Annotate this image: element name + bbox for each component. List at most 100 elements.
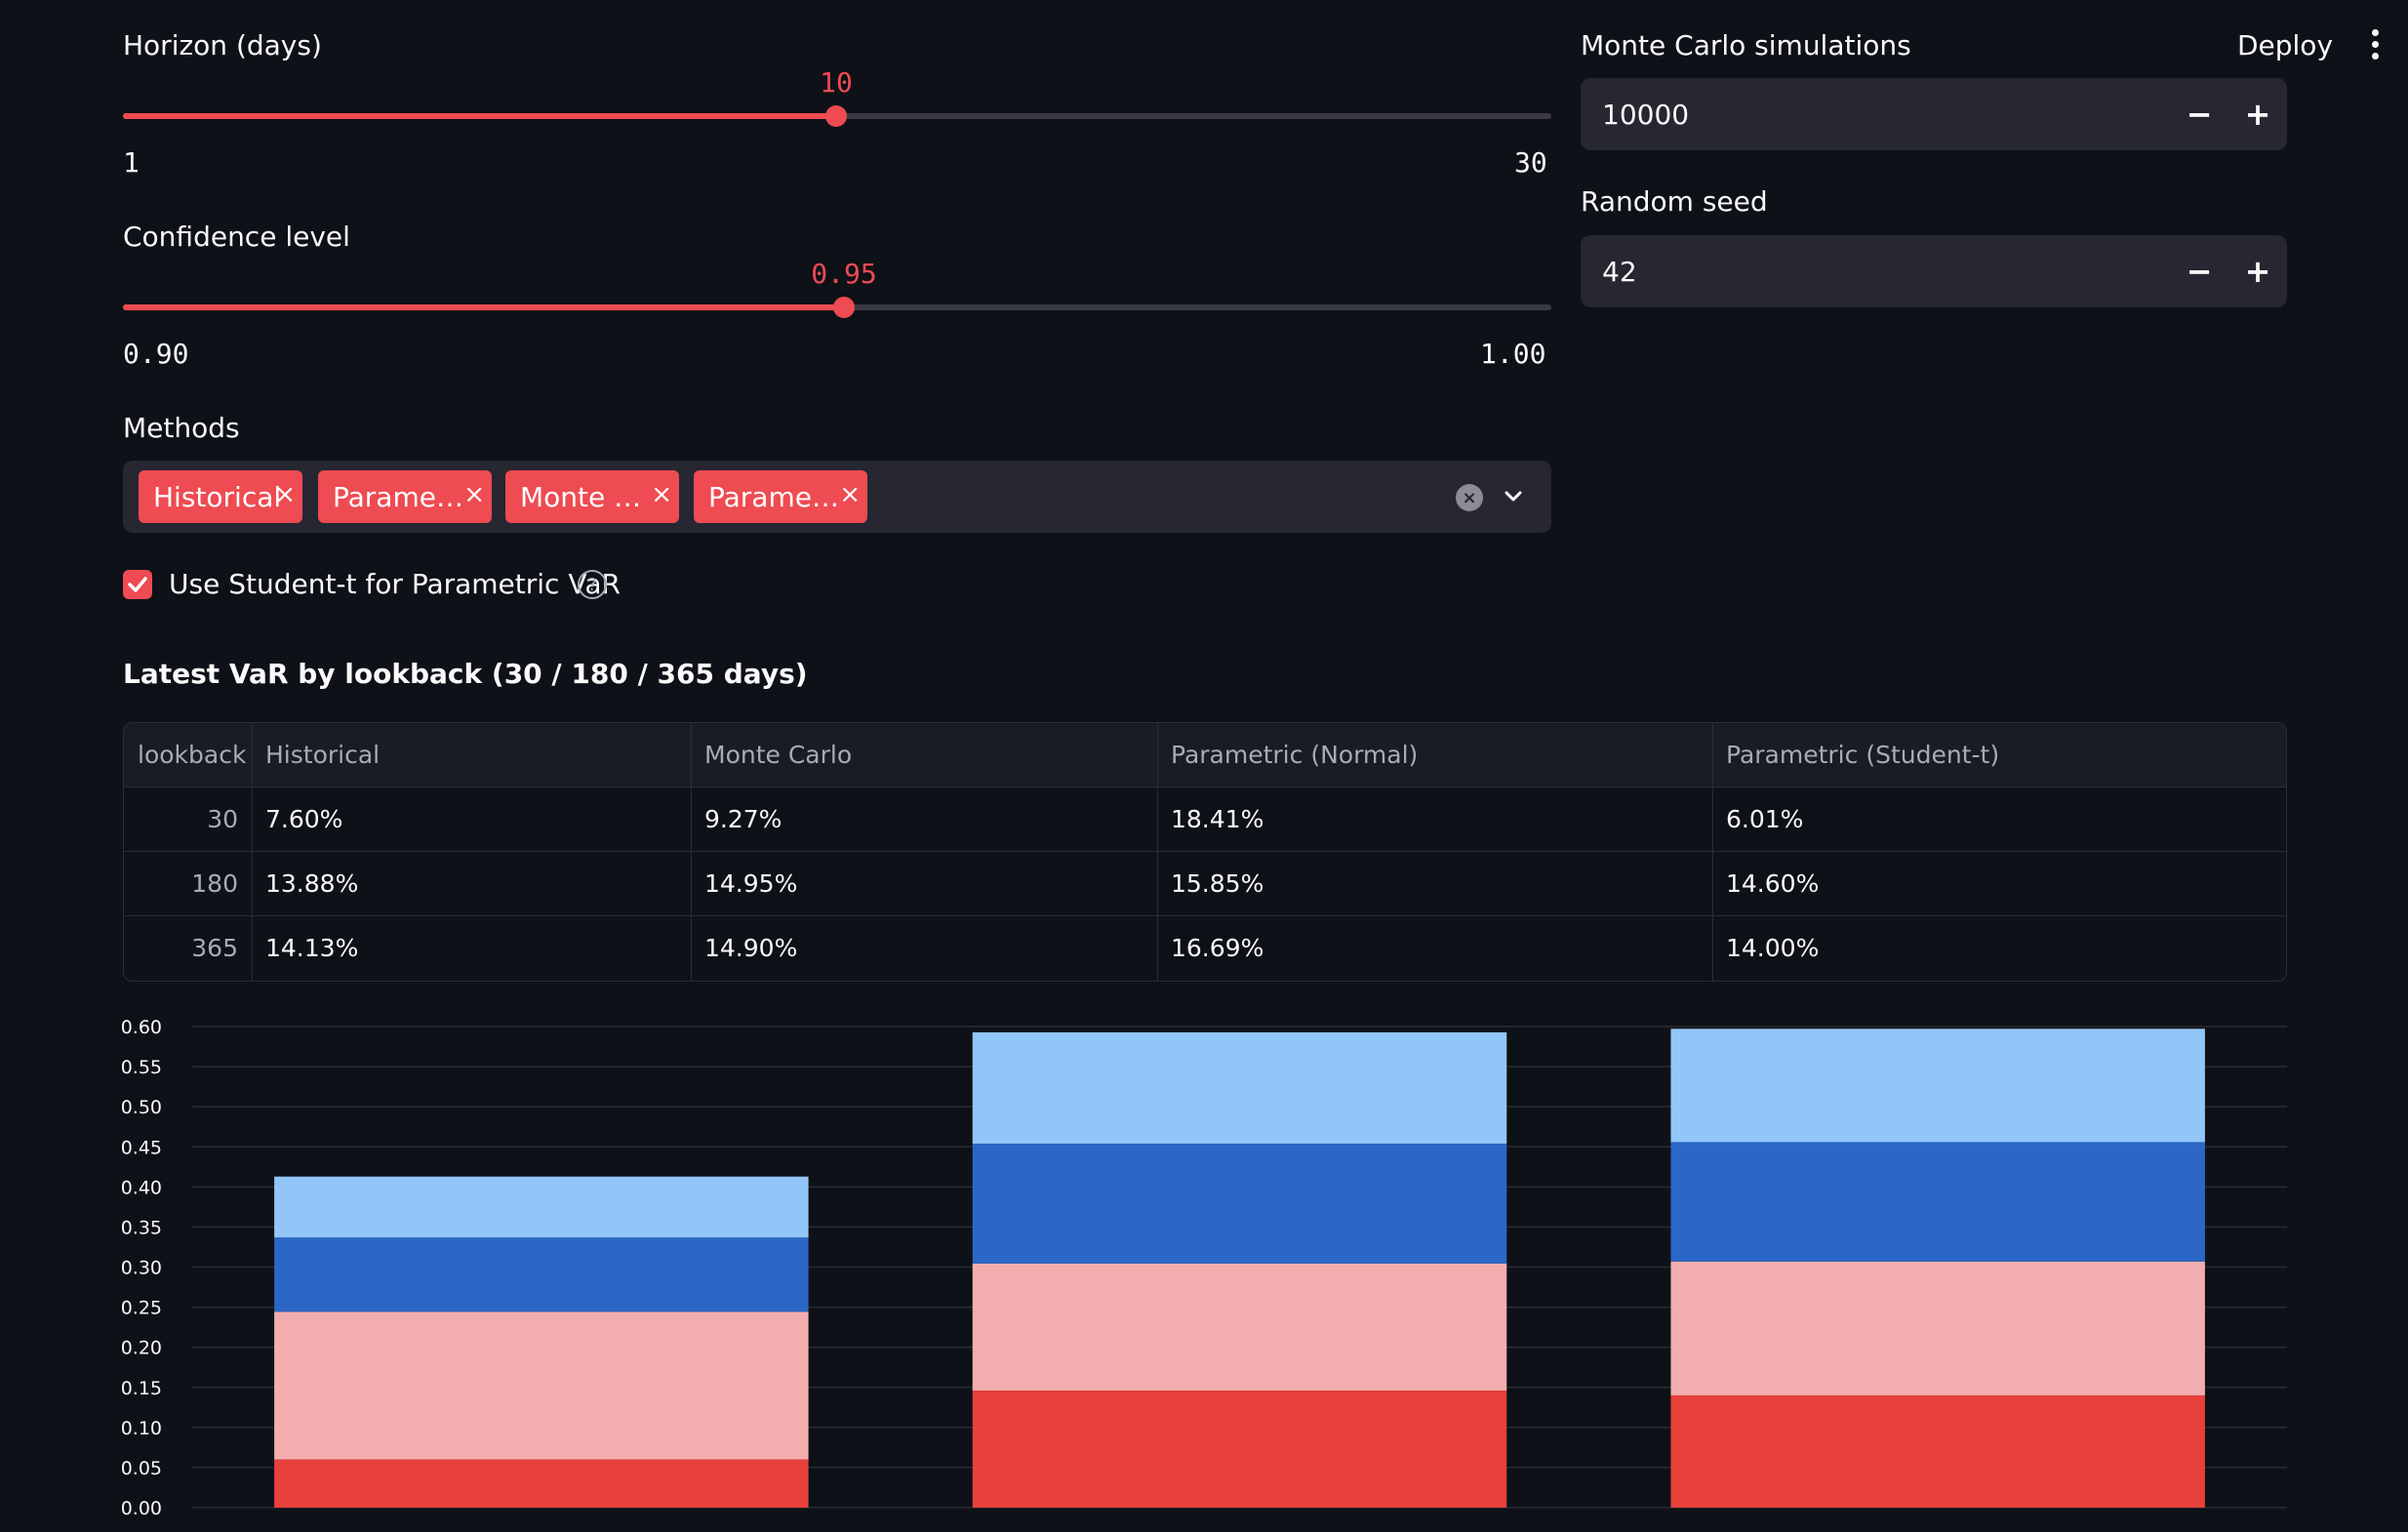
bar-segment[interactable] — [972, 1263, 1507, 1391]
column-divider — [691, 723, 692, 981]
method-chip-parametric-student-t[interactable]: Parame… × — [694, 470, 867, 523]
table-row: 30 7.60% 9.27% 18.41% 6.01% — [124, 787, 2286, 852]
bar-segment[interactable] — [274, 1311, 809, 1460]
deploy-button[interactable]: Deploy — [2236, 28, 2334, 61]
bar-segment[interactable] — [972, 1031, 1507, 1144]
method-chip-historical[interactable]: Historical × — [139, 470, 302, 523]
seed-number-input: 42 − + — [1581, 235, 2287, 307]
bar-segment[interactable] — [972, 1391, 1507, 1508]
horizon-label: Horizon (days) — [123, 29, 322, 61]
method-chip-monte-carlo[interactable]: Monte … × — [505, 470, 679, 523]
table-cell: 30 — [207, 805, 238, 833]
y-tick-label: 0.30 — [121, 1258, 162, 1279]
slider-fill — [123, 113, 836, 119]
table-cell[interactable]: 9.27% — [704, 805, 783, 833]
table-cell[interactable]: 7.60% — [265, 805, 343, 833]
table-title: Latest VaR by lookback (30 / 180 / 365 d… — [123, 658, 808, 690]
student-t-checkbox[interactable] — [123, 570, 152, 599]
chevron-down-icon[interactable] — [1499, 482, 1528, 511]
close-icon[interactable]: × — [274, 480, 296, 509]
simulations-label: Monte Carlo simulations — [1581, 29, 1911, 61]
y-tick-label: 0.00 — [121, 1498, 162, 1519]
y-tick-label: 0.40 — [121, 1177, 162, 1198]
y-tick-label: 0.10 — [121, 1418, 162, 1439]
seed-label: Random seed — [1581, 185, 1768, 218]
check-icon — [128, 577, 147, 592]
table-header: lookback Historical Monte Carlo Parametr… — [124, 723, 2286, 787]
simulations-increment-button[interactable]: + — [2244, 96, 2271, 133]
column-header[interactable]: Parametric (Normal) — [1171, 741, 1419, 769]
bar-segment[interactable] — [274, 1237, 809, 1312]
horizon-max: 30 — [1514, 146, 1547, 179]
method-chip-parametric-normal[interactable]: Parame… × — [318, 470, 492, 523]
column-header[interactable]: lookback — [138, 741, 247, 769]
y-tick-label: 0.15 — [121, 1378, 162, 1399]
column-divider — [252, 723, 253, 981]
column-header[interactable]: Monte Carlo — [704, 741, 853, 769]
y-tick-label: 0.60 — [121, 1017, 162, 1038]
chip-label: Parame… — [333, 480, 463, 513]
var-table: lookback Historical Monte Carlo Parametr… — [123, 722, 2287, 982]
horizon-min: 1 — [123, 146, 140, 179]
seed-increment-button[interactable]: + — [2244, 253, 2271, 290]
horizon-slider[interactable] — [123, 97, 1551, 136]
methods-label: Methods — [123, 412, 240, 444]
y-tick-label: 0.55 — [121, 1057, 162, 1078]
table-row: 180 13.88% 14.95% 15.85% 14.60% — [124, 852, 2286, 916]
y-tick-label: 0.45 — [121, 1137, 162, 1158]
seed-input[interactable]: 42 — [1602, 255, 1637, 288]
column-divider — [1157, 723, 1158, 981]
y-tick-label: 0.50 — [121, 1097, 162, 1118]
simulations-input[interactable]: 10000 — [1602, 98, 1690, 131]
horizon-value: 10 — [820, 66, 853, 99]
chip-label: Parame… — [708, 480, 839, 513]
column-header[interactable]: Historical — [265, 741, 381, 769]
help-icon[interactable]: ? — [578, 570, 607, 599]
methods-multiselect[interactable]: Historical × Parame… × Monte … × Parame…… — [123, 461, 1551, 533]
confidence-max: 1.00 — [1480, 338, 1546, 370]
simulations-number-input: 10000 − + — [1581, 78, 2287, 150]
table-cell[interactable]: 14.90% — [704, 934, 798, 962]
y-tick-label: 0.35 — [121, 1217, 162, 1238]
table-cell[interactable]: 15.85% — [1171, 869, 1264, 898]
close-icon[interactable]: × — [839, 480, 861, 509]
table-cell[interactable]: 14.13% — [265, 934, 359, 962]
close-icon[interactable]: × — [463, 480, 485, 509]
table-cell[interactable]: 14.60% — [1726, 869, 1820, 898]
more-vertical-icon[interactable] — [2361, 25, 2390, 64]
bar-segment[interactable] — [1670, 1394, 2205, 1508]
table-cell[interactable]: 16.69% — [1171, 934, 1264, 962]
y-tick-label: 0.20 — [121, 1338, 162, 1359]
chip-label: Monte … — [520, 480, 642, 513]
table-cell[interactable]: 14.00% — [1726, 934, 1820, 962]
bar-segment[interactable] — [274, 1459, 809, 1508]
column-header[interactable]: Parametric (Student-t) — [1726, 741, 2000, 769]
y-tick-label: 0.25 — [121, 1298, 162, 1319]
table-cell[interactable]: 14.95% — [704, 869, 798, 898]
slider-fill — [123, 304, 844, 310]
horizon-slider-thumb[interactable] — [825, 105, 847, 127]
table-cell[interactable]: 6.01% — [1726, 805, 1804, 833]
confidence-value: 0.95 — [811, 258, 877, 290]
confidence-min: 0.90 — [123, 338, 189, 370]
bar-segment[interactable] — [1670, 1142, 2205, 1262]
clear-all-icon[interactable]: × — [1456, 484, 1483, 511]
bar-segment[interactable] — [274, 1176, 809, 1238]
seed-decrement-button[interactable]: − — [2186, 253, 2213, 290]
table-cell[interactable]: 13.88% — [265, 869, 359, 898]
table-row: 365 14.13% 14.90% 16.69% 14.00% — [124, 916, 2286, 981]
chip-label: Historical — [153, 480, 282, 513]
bar-segment[interactable] — [1670, 1261, 2205, 1395]
column-divider — [1712, 723, 1713, 981]
stacked-bar-chart[interactable]: 0.00 0.05 0.10 0.15 0.20 0.25 0.30 0.35 0.40 0.45… — [0, 1015, 2408, 1532]
y-tick-label: 0.05 — [121, 1458, 162, 1479]
table-cell[interactable]: 18.41% — [1171, 805, 1264, 833]
student-t-label[interactable]: Use Student-t for Parametric VaR — [169, 568, 621, 600]
bar-segment[interactable] — [972, 1143, 1507, 1264]
simulations-decrement-button[interactable]: − — [2186, 96, 2213, 133]
confidence-slider[interactable] — [123, 288, 1551, 327]
close-icon[interactable]: × — [651, 480, 672, 509]
bar-segment[interactable] — [1670, 1028, 2205, 1143]
confidence-slider-thumb[interactable] — [833, 297, 855, 318]
